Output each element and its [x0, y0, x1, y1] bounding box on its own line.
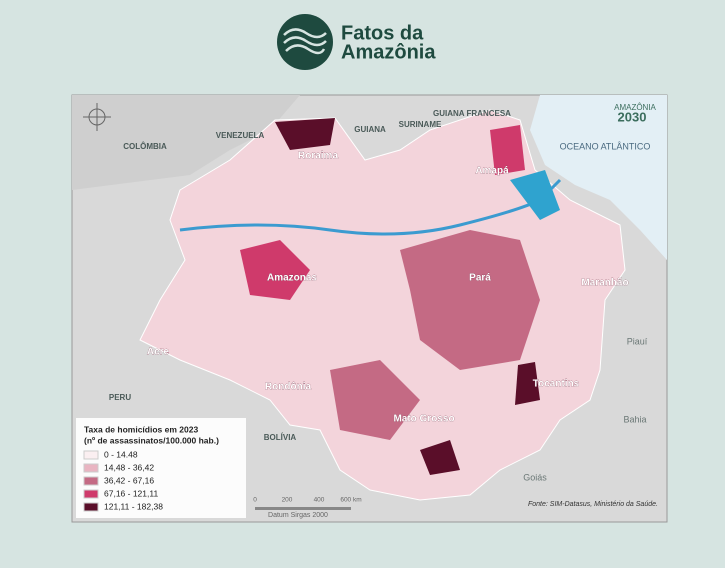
state-label: Rondônia: [265, 382, 312, 393]
country-label: COLÔMBIA: [123, 142, 167, 151]
legend-box: [76, 418, 246, 518]
legend-subtitle: (nº de assassinatos/100.000 hab.): [84, 435, 219, 445]
region-high: [240, 240, 310, 300]
country-label: PERU: [109, 393, 131, 402]
state-label: Pará: [469, 273, 491, 284]
legal-amazon: [139, 109, 626, 501]
legend-label: 121,11 - 182,38: [104, 501, 163, 511]
scale-bar: Datum Sirgas 2000 0 200 400 600 km: [253, 497, 361, 519]
source-box: Fonte: SIM-Datasus, Ministério da Saúde.: [528, 501, 658, 508]
neighbor-state-label: Goiás: [523, 472, 547, 482]
legend-label: 36,42 - 67,16: [104, 475, 154, 485]
neighbor-state-label: Piauí: [627, 336, 648, 346]
region-high: [400, 230, 540, 370]
corner-logo: AMAZÔNIA: [614, 103, 656, 112]
legend-swatch: [83, 502, 99, 512]
neighbor-land: [72, 95, 300, 190]
legend: Taxa de homicídios em 2023 (nº de assass…: [76, 418, 246, 518]
region-highest: [275, 118, 335, 150]
scale-label: 600 km: [340, 497, 361, 504]
source: Fonte: SIM-Datasus, Ministério da Saúde.: [528, 501, 658, 508]
state-label: Amapá: [475, 166, 509, 177]
region-mid: [330, 360, 420, 440]
scale-label: 400: [314, 497, 325, 504]
legend-label: 67,16 - 121,11: [104, 488, 158, 498]
scale-bar-line: [255, 507, 351, 510]
ocean-label: OCEANO ATLÂNTICO: [560, 141, 651, 151]
state-label: Roraima: [298, 151, 338, 162]
logo-waves: [283, 28, 327, 55]
map: AMAZÔNIA 2030 COLÔMBIA VENEZUELA GUIANA …: [71, 94, 668, 523]
state-label: Tocantins: [533, 379, 580, 390]
legend-swatch: [83, 450, 99, 460]
region-high: [490, 125, 525, 175]
legend-title: Taxa de homicídios em 2023: [84, 424, 198, 434]
country-label: VENEZUELA: [216, 131, 265, 140]
state-label: Amazonas: [267, 273, 317, 284]
legend-label: 14,48 - 36,42: [104, 462, 154, 472]
state-label: Mato Grosso: [393, 414, 454, 425]
logo-emblem: [277, 14, 333, 70]
ocean: [530, 95, 667, 260]
scale-label: 200: [282, 497, 293, 504]
legend-swatch: [83, 463, 99, 473]
logo: Fatos da Amazônia: [277, 14, 436, 70]
legend-swatch: [83, 476, 99, 486]
river-delta: [510, 170, 560, 220]
scale-datum: Datum Sirgas 2000: [268, 512, 328, 519]
compass: [83, 103, 111, 131]
state-label: Maranhão: [581, 278, 628, 289]
country-label: GUIANA FRANCESA: [433, 109, 511, 118]
neighbor-state-label: Bahia: [623, 414, 646, 424]
region-highest: [420, 440, 460, 475]
logo-text: Fatos da: [341, 22, 424, 44]
corner-logo: 2030: [618, 109, 647, 124]
country-label: SURINAME: [399, 120, 442, 129]
region-highest: [515, 362, 540, 405]
river: [179, 178, 562, 236]
logo-text: Amazônia: [341, 41, 436, 63]
state-label: Acre: [147, 347, 170, 358]
legend-swatch: [83, 489, 99, 499]
country-label: GUIANA: [354, 125, 386, 134]
legend-label: 0 - 14.48: [104, 449, 138, 459]
scale-label: 0: [253, 497, 257, 504]
country-label: BOLÍVIA: [264, 433, 297, 442]
